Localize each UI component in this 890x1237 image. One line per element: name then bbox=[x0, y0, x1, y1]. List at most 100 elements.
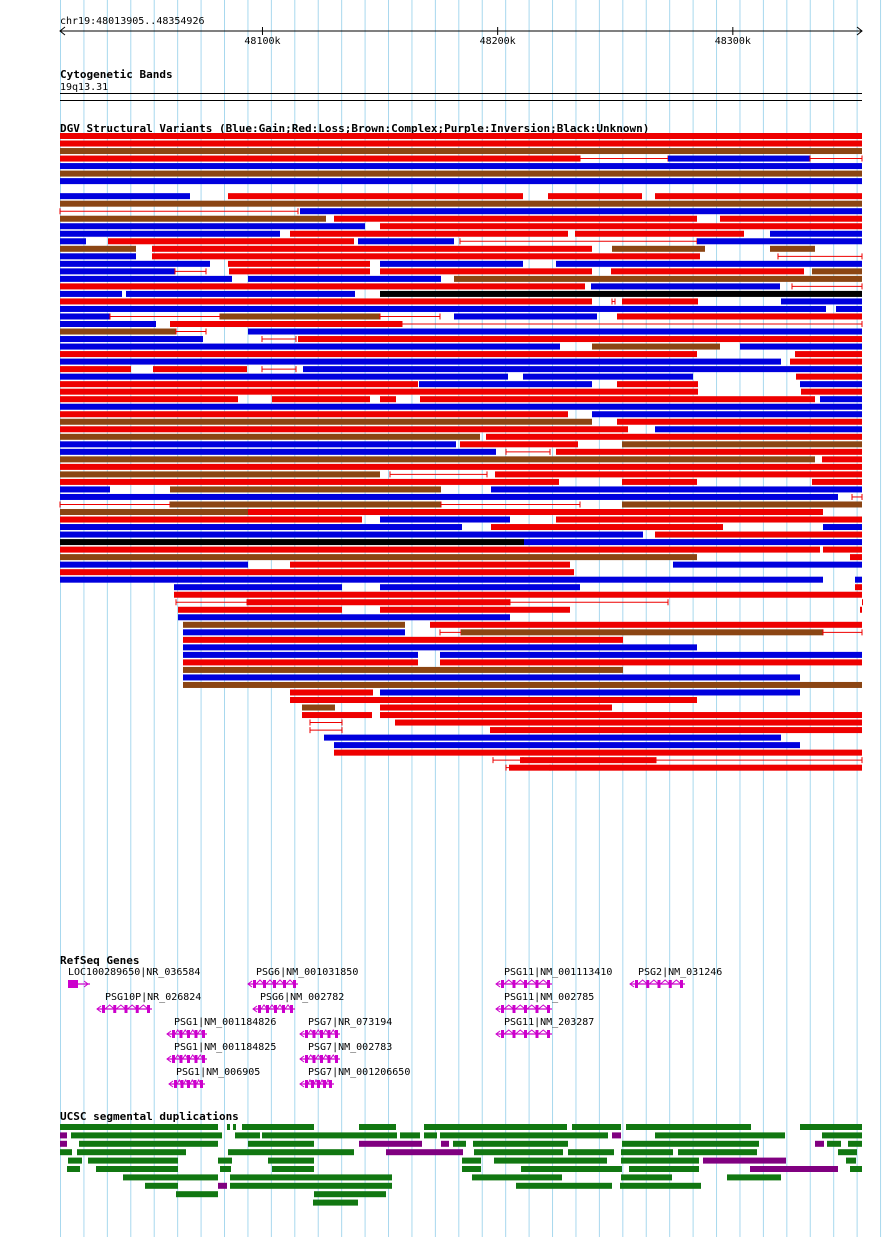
segdup-feature-green[interactable] bbox=[678, 1149, 757, 1156]
dgv-variant-loss[interactable] bbox=[60, 463, 862, 470]
dgv-variant-loss[interactable] bbox=[290, 230, 568, 237]
segdup-feature-green[interactable] bbox=[727, 1174, 781, 1181]
gene-model[interactable] bbox=[166, 1029, 207, 1038]
dgv-variant-loss[interactable] bbox=[152, 253, 700, 260]
segdup-feature-green[interactable] bbox=[424, 1132, 437, 1139]
dgv-variant-gain[interactable] bbox=[300, 208, 862, 215]
dgv-variant-loss[interactable] bbox=[60, 569, 574, 576]
segdup-feature-green[interactable] bbox=[440, 1132, 608, 1139]
dgv-variant-loss[interactable] bbox=[60, 366, 131, 373]
dgv-variant-loss[interactable] bbox=[334, 749, 862, 756]
segdup-feature-green[interactable] bbox=[67, 1166, 80, 1172]
dgv-variant-gain[interactable] bbox=[60, 403, 862, 410]
dgv-variant-gain[interactable] bbox=[174, 584, 342, 591]
gene-label[interactable]: PSG11|NM_001113410 bbox=[504, 967, 612, 978]
dgv-variant-gain[interactable] bbox=[60, 230, 280, 237]
dgv-variant-loss[interactable] bbox=[440, 659, 862, 666]
dgv-variant-loss[interactable] bbox=[60, 155, 580, 162]
dgv-variant-gain[interactable] bbox=[60, 343, 560, 350]
dgv-variant-loss[interactable] bbox=[812, 478, 862, 485]
dgv-variant-gain[interactable] bbox=[60, 268, 175, 275]
dgv-variant-loss[interactable] bbox=[334, 215, 697, 222]
segdup-feature-green[interactable] bbox=[474, 1149, 563, 1156]
gene-label[interactable]: PSG7|NR_073194 bbox=[308, 1017, 392, 1028]
gene-model[interactable] bbox=[299, 1054, 340, 1063]
dgv-variant-gain[interactable] bbox=[60, 524, 462, 531]
dgv-variant-loss[interactable] bbox=[60, 411, 568, 418]
segdup-feature-green[interactable] bbox=[827, 1140, 841, 1147]
dgv-variant-loss[interactable] bbox=[153, 366, 247, 373]
dgv-variant-gain[interactable] bbox=[491, 486, 862, 493]
segdup-feature-green[interactable] bbox=[242, 1124, 314, 1130]
dgv-variant-loss[interactable] bbox=[60, 140, 862, 147]
segdup-feature-purple[interactable] bbox=[386, 1149, 463, 1156]
dgv-variant-complex[interactable] bbox=[183, 621, 405, 628]
segdup-feature-purple[interactable] bbox=[60, 1140, 67, 1147]
dgv-variant-gain[interactable] bbox=[655, 426, 862, 433]
dgv-variant-complex[interactable] bbox=[220, 313, 380, 320]
dgv-variant-loss[interactable] bbox=[509, 764, 862, 771]
dgv-variant-complex[interactable] bbox=[60, 245, 136, 252]
dgv-variant-loss[interactable] bbox=[170, 321, 402, 327]
segdup-feature-green[interactable] bbox=[462, 1157, 481, 1164]
dgv-variant-gain[interactable] bbox=[836, 305, 862, 312]
dgv-variant-gain[interactable] bbox=[60, 178, 862, 185]
dgv-variant-gain[interactable] bbox=[781, 298, 862, 305]
dgv-variant-gain[interactable] bbox=[60, 373, 508, 380]
dgv-variant-loss[interactable] bbox=[380, 712, 862, 719]
dgv-variant-complex[interactable] bbox=[60, 554, 697, 561]
segdup-feature-purple[interactable] bbox=[815, 1140, 824, 1147]
segdup-feature-purple[interactable] bbox=[60, 1132, 67, 1139]
segdup-feature-green[interactable] bbox=[228, 1149, 354, 1156]
dgv-variant-gain[interactable] bbox=[60, 193, 190, 200]
gene-model[interactable] bbox=[68, 980, 90, 988]
segdup-feature-green[interactable] bbox=[359, 1124, 396, 1130]
dgv-variant-gain[interactable] bbox=[60, 321, 156, 327]
dgv-variant-complex[interactable] bbox=[60, 471, 380, 478]
dgv-variant-loss[interactable] bbox=[60, 478, 559, 485]
dgv-variant-gain[interactable] bbox=[60, 238, 86, 245]
segdup-feature-green[interactable] bbox=[77, 1149, 186, 1156]
dgv-variant-complex[interactable] bbox=[183, 666, 623, 673]
dgv-variant-gain[interactable] bbox=[697, 238, 862, 245]
dgv-variant-complex[interactable] bbox=[812, 268, 862, 275]
segdup-feature-green[interactable] bbox=[268, 1157, 314, 1164]
dgv-variant-gain[interactable] bbox=[380, 584, 580, 591]
dgv-variant-loss[interactable] bbox=[248, 509, 823, 515]
dgv-variant-loss[interactable] bbox=[60, 516, 362, 523]
segdup-feature-green[interactable] bbox=[60, 1149, 72, 1156]
gene-model[interactable] bbox=[495, 1029, 552, 1038]
dgv-variant-gain[interactable] bbox=[60, 358, 781, 365]
segdup-feature-purple[interactable] bbox=[359, 1140, 422, 1147]
dgv-variant-loss[interactable] bbox=[491, 524, 723, 531]
dgv-variant-loss[interactable] bbox=[152, 245, 592, 252]
segdup-feature-green[interactable] bbox=[230, 1174, 392, 1181]
dgv-variant-gain[interactable] bbox=[183, 644, 697, 651]
segdup-feature-green[interactable] bbox=[568, 1149, 614, 1156]
segdup-feature-green[interactable] bbox=[822, 1132, 862, 1139]
dgv-variant-complex[interactable] bbox=[60, 509, 248, 515]
dgv-variant-loss[interactable] bbox=[520, 757, 656, 764]
ruler-left-arrow-icon[interactable] bbox=[59, 26, 66, 36]
dgv-variant-complex[interactable] bbox=[60, 328, 176, 335]
segdup-feature-green[interactable] bbox=[145, 1182, 178, 1189]
dgv-variant-complex[interactable] bbox=[622, 441, 862, 448]
dgv-variant-complex[interactable] bbox=[60, 148, 862, 155]
dgv-variant-loss[interactable] bbox=[495, 471, 862, 478]
dgv-variant-loss[interactable] bbox=[720, 215, 862, 222]
dgv-variant-loss[interactable] bbox=[380, 223, 862, 230]
gene-model[interactable] bbox=[252, 1004, 295, 1013]
dgv-variant-loss[interactable] bbox=[801, 388, 862, 395]
dgv-variant-complex[interactable] bbox=[60, 456, 815, 463]
segdup-feature-green[interactable] bbox=[622, 1140, 759, 1147]
dgv-variant-loss[interactable] bbox=[178, 606, 342, 613]
gene-label[interactable]: PSG11|NM_203287 bbox=[504, 1017, 594, 1028]
dgv-variant-loss[interactable] bbox=[228, 260, 370, 267]
segdup-feature-green[interactable] bbox=[472, 1174, 562, 1181]
segdup-feature-green[interactable] bbox=[272, 1166, 314, 1172]
dgv-variant-gain[interactable] bbox=[524, 539, 862, 546]
dgv-variant-loss[interactable] bbox=[460, 441, 578, 448]
dgv-variant-complex[interactable] bbox=[461, 629, 823, 636]
segdup-feature-green[interactable] bbox=[96, 1166, 178, 1172]
refseq-genes[interactable]: LOC100289650|NR_036584 PSG10P|NR_026824 PS… bbox=[68, 967, 722, 1088]
